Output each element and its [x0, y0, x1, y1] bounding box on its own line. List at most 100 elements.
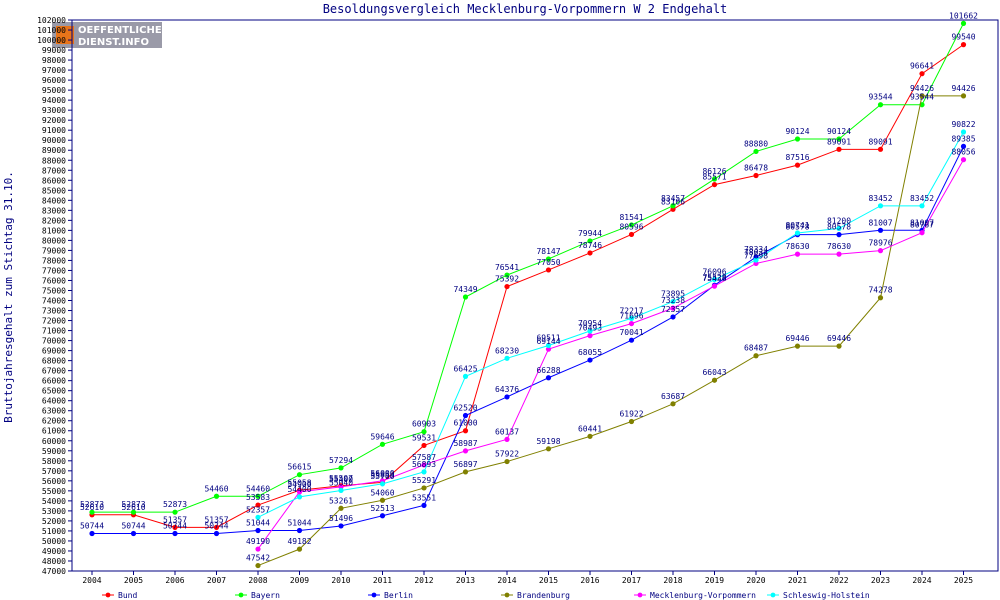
- y-tick-label: 73000: [42, 307, 66, 316]
- data-label-bund: 51357: [163, 515, 187, 524]
- data-label-bayern: 86126: [702, 167, 726, 176]
- point-mecklenburg-vorpommern: [587, 333, 593, 339]
- y-tick-label: 68000: [42, 357, 66, 366]
- point-mecklenburg-vorpommern: [836, 251, 842, 257]
- data-labels-layer: 52610 52610 51357 51357 53583 55058 55507 55853…: [80, 11, 978, 562]
- point-schleswig-holstein: [670, 298, 676, 305]
- chart-title: Besoldungsvergleich Mecklenburg-Vorpomme…: [323, 2, 728, 16]
- y-tick-label: 49000: [42, 547, 66, 556]
- data-label-berlin: 81007: [868, 218, 892, 227]
- data-label-bayern: 76541: [495, 263, 519, 272]
- point-berlin: [504, 394, 510, 400]
- point-brandenburg: [296, 546, 303, 552]
- point-bayern: [130, 509, 137, 515]
- point-brandenburg: [338, 505, 344, 511]
- data-label-berlin: 80578: [785, 223, 809, 232]
- data-label-berlin: 80578: [827, 223, 851, 232]
- point-berlin: [213, 530, 220, 537]
- point-brandenburg: [545, 446, 552, 452]
- data-label-bund: 89091: [868, 137, 892, 146]
- data-label-bund: 53583: [246, 493, 270, 502]
- point-berlin: [877, 227, 884, 233]
- data-label-mecklenburg-vorpommern: 60137: [495, 427, 519, 436]
- legend-label: Mecklenburg-Vorpommern: [650, 591, 756, 600]
- data-label-mecklenburg-vorpommern: 49190: [246, 537, 270, 546]
- x-tick-label: 2025: [954, 576, 973, 585]
- point-bayern: [587, 238, 593, 244]
- point-berlin: [130, 530, 137, 537]
- data-label-bund: 59531: [412, 433, 436, 442]
- x-tick-label: 2014: [497, 576, 516, 585]
- data-label-schleswig-holstein: 83452: [910, 194, 934, 203]
- y-tick-label: 98000: [42, 56, 66, 65]
- point-brandenburg: [794, 343, 801, 349]
- x-tick-label: 2012: [414, 576, 433, 585]
- point-bund: [919, 71, 925, 77]
- point-mecklenburg-vorpommern: [877, 248, 884, 254]
- point-bayern: [670, 203, 676, 209]
- point-brandenburg: [877, 295, 884, 301]
- point-brandenburg: [711, 377, 718, 383]
- point-mecklenburg-vorpommern: [462, 448, 469, 454]
- y-tick-label: 88000: [42, 156, 66, 165]
- y-axis-label: Bruttojahresgehalt zum Stichtag 31.10.: [2, 171, 15, 423]
- point-berlin: [628, 337, 635, 343]
- point-brandenburg: [379, 497, 386, 503]
- legend-item-brandenburg: Brandenburg: [501, 591, 570, 600]
- point-bayern: [877, 102, 884, 108]
- data-label-mecklenburg-vorpommern: 78976: [868, 239, 892, 248]
- data-label-bund: 78746: [578, 241, 602, 250]
- series-line-bund: [92, 44, 964, 528]
- point-bund: [462, 428, 469, 434]
- data-label-brandenburg: 66043: [702, 368, 726, 377]
- legend-swatch-point: [637, 592, 643, 598]
- data-label-mecklenburg-vorpommern: 80767: [910, 221, 934, 230]
- point-bund: [504, 283, 510, 290]
- data-label-berlin: 75528: [702, 273, 726, 282]
- legend-item-bayern: Bayern: [235, 591, 280, 600]
- data-label-brandenburg: 56897: [453, 460, 477, 469]
- legend-label: Brandenburg: [517, 591, 570, 600]
- point-schleswig-holstein: [711, 276, 718, 283]
- point-bayern: [960, 20, 967, 26]
- y-tick-label: 72000: [42, 317, 66, 326]
- data-label-bayern: 59646: [370, 432, 394, 441]
- data-label-mecklenburg-vorpommern: 54900: [287, 480, 311, 489]
- data-label-mecklenburg-vorpommern: 56000: [370, 469, 394, 478]
- point-brandenburg: [255, 562, 261, 569]
- point-berlin: [255, 527, 261, 534]
- data-label-brandenburg: 53261: [329, 496, 353, 505]
- y-tick-label: 65000: [42, 387, 66, 396]
- data-label-bayern: 56615: [287, 463, 311, 472]
- point-schleswig-holstein: [587, 328, 593, 334]
- point-mecklenburg-vorpommern: [670, 305, 676, 311]
- data-label-bund: 89091: [827, 137, 851, 146]
- point-bayern: [462, 294, 469, 300]
- data-label-bayern: 52873: [121, 500, 145, 509]
- series-line-schleswig-holstein: [257, 131, 964, 518]
- legend-swatch-point: [770, 592, 776, 598]
- point-schleswig-holstein: [421, 469, 427, 475]
- point-berlin: [670, 314, 676, 320]
- point-schleswig-holstein: [794, 230, 801, 236]
- x-tick-label: 2017: [622, 576, 641, 585]
- data-label-mecklenburg-vorpommern: 58987: [453, 439, 477, 448]
- x-tick-label: 2005: [124, 576, 143, 585]
- legend-label: Bayern: [251, 591, 280, 600]
- data-label-brandenburg: 68487: [744, 344, 768, 353]
- data-label-brandenburg: 59198: [536, 437, 560, 446]
- point-brandenburg: [836, 343, 842, 349]
- point-berlin: [89, 530, 95, 537]
- data-label-brandenburg: 69446: [785, 334, 809, 343]
- legend-item-schleswig-holstein: Schleswig-Holstein: [767, 591, 870, 600]
- y-tick-label: 75000: [42, 286, 66, 295]
- y-tick-label: 70000: [42, 337, 66, 346]
- legend-label: Bund: [118, 591, 137, 600]
- point-bayern: [753, 148, 759, 155]
- data-label-bund: 83106: [661, 197, 685, 206]
- y-tick-label: 67000: [42, 367, 66, 376]
- point-berlin: [172, 530, 178, 537]
- y-tick-label: 71000: [42, 327, 66, 336]
- data-label-brandenburg: 47542: [246, 554, 270, 563]
